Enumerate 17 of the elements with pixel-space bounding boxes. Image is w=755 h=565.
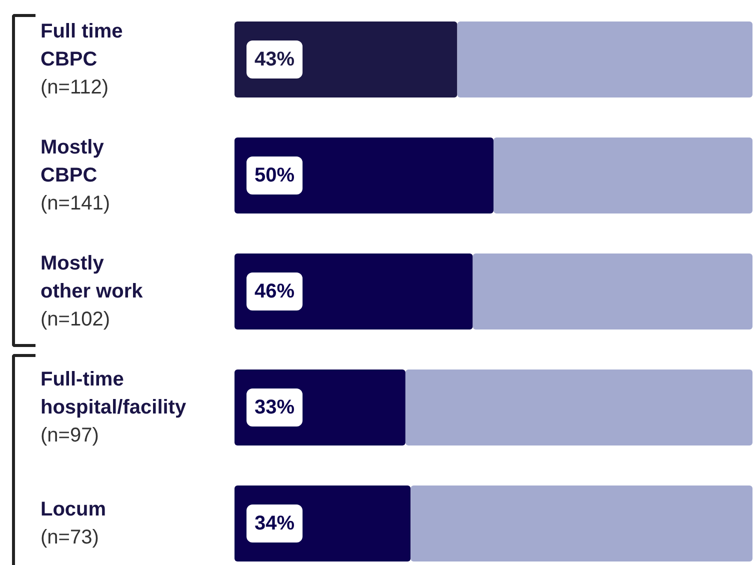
data-label: 34% (254, 512, 295, 534)
data-label: 46% (254, 280, 295, 302)
bar (457, 22, 752, 98)
bar (472, 254, 752, 330)
y-tick-label: Mostly CBPC (n=141) (40, 136, 110, 214)
bar (494, 138, 752, 214)
bar (405, 370, 752, 446)
bar (234, 254, 473, 330)
data-label: 33% (254, 396, 295, 418)
y-tick-label: Mostly other work (n=102) (40, 252, 144, 330)
y-tick-label: Full-time hospital/facility (n=97) (40, 368, 187, 446)
y-tick-label: Full time CBPC (n=112) (40, 20, 123, 98)
data-label: 43% (254, 48, 295, 70)
bar (410, 486, 752, 562)
bar (234, 138, 494, 214)
y-tick-label: Locum (n=73) (40, 498, 106, 548)
data-label: 50% (254, 164, 295, 186)
